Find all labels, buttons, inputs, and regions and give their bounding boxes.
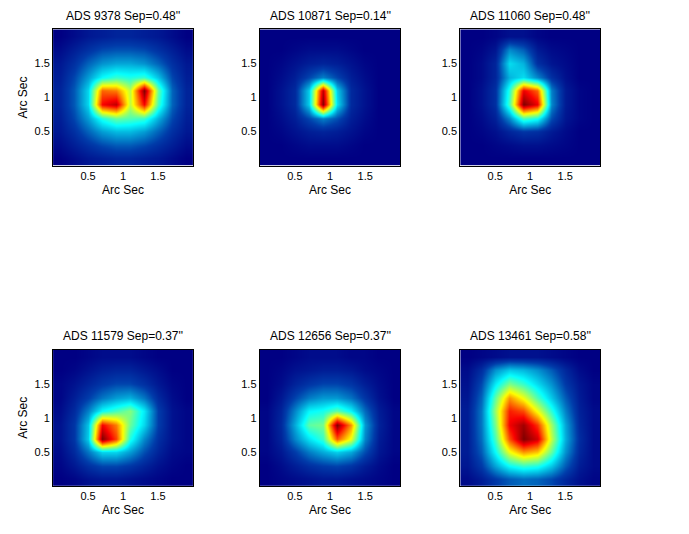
svg-text:Arc Sec: Arc Sec — [16, 397, 30, 439]
svg-text:1: 1 — [327, 170, 333, 182]
svg-text:ADS 11579 Sep=0.37'': ADS 11579 Sep=0.37'' — [63, 329, 183, 343]
svg-text:1: 1 — [527, 170, 533, 182]
svg-text:0.5: 0.5 — [35, 125, 50, 137]
svg-text:1: 1 — [327, 490, 333, 502]
svg-text:1.5: 1.5 — [358, 170, 373, 182]
svg-text:Arc Sec: Arc Sec — [102, 503, 144, 517]
svg-text:ADS 10871 Sep=0.14'': ADS 10871 Sep=0.14'' — [270, 9, 391, 23]
svg-text:0.5: 0.5 — [442, 446, 457, 458]
svg-text:1.5: 1.5 — [558, 490, 573, 502]
svg-text:1.5: 1.5 — [558, 170, 573, 182]
svg-text:1.5: 1.5 — [442, 378, 457, 390]
svg-text:0.5: 0.5 — [241, 446, 256, 458]
svg-text:ADS 9378 Sep=0.48'': ADS 9378 Sep=0.48'' — [66, 9, 180, 23]
svg-text:1.5: 1.5 — [150, 170, 165, 182]
svg-text:1: 1 — [120, 490, 126, 502]
svg-text:0.5: 0.5 — [241, 125, 256, 137]
svg-text:1.5: 1.5 — [35, 57, 50, 69]
svg-text:0.5: 0.5 — [80, 170, 95, 182]
svg-text:0.5: 0.5 — [80, 490, 95, 502]
svg-text:Arc Sec: Arc Sec — [102, 183, 144, 197]
svg-text:0.5: 0.5 — [287, 170, 302, 182]
svg-text:1.5: 1.5 — [241, 57, 256, 69]
svg-text:0.5: 0.5 — [35, 446, 50, 458]
svg-text:ADS 12656 Sep=0.37'': ADS 12656 Sep=0.37'' — [270, 329, 391, 343]
svg-text:ADS 13461 Sep=0.58'': ADS 13461 Sep=0.58'' — [470, 329, 591, 343]
svg-text:0.5: 0.5 — [488, 490, 503, 502]
svg-text:1: 1 — [250, 91, 256, 103]
svg-text:1: 1 — [451, 412, 457, 424]
svg-text:Arc Sec: Arc Sec — [309, 183, 351, 197]
svg-text:Arc Sec: Arc Sec — [16, 76, 30, 118]
svg-text:0.5: 0.5 — [488, 170, 503, 182]
svg-text:1: 1 — [120, 170, 126, 182]
svg-text:1: 1 — [527, 490, 533, 502]
svg-text:Arc Sec: Arc Sec — [309, 503, 351, 517]
svg-text:1.5: 1.5 — [241, 378, 256, 390]
svg-text:0.5: 0.5 — [442, 125, 457, 137]
svg-text:0.5: 0.5 — [287, 490, 302, 502]
svg-text:ADS 11060 Sep=0.48'': ADS 11060 Sep=0.48'' — [470, 9, 590, 23]
svg-text:1: 1 — [451, 91, 457, 103]
svg-text:Arc Sec: Arc Sec — [509, 183, 551, 197]
svg-text:1.5: 1.5 — [150, 490, 165, 502]
svg-text:Arc Sec: Arc Sec — [509, 503, 551, 517]
svg-text:1: 1 — [44, 412, 50, 424]
svg-text:1.5: 1.5 — [442, 57, 457, 69]
svg-text:1.5: 1.5 — [358, 490, 373, 502]
svg-text:1: 1 — [250, 412, 256, 424]
svg-text:1.5: 1.5 — [35, 378, 50, 390]
svg-text:1: 1 — [44, 91, 50, 103]
